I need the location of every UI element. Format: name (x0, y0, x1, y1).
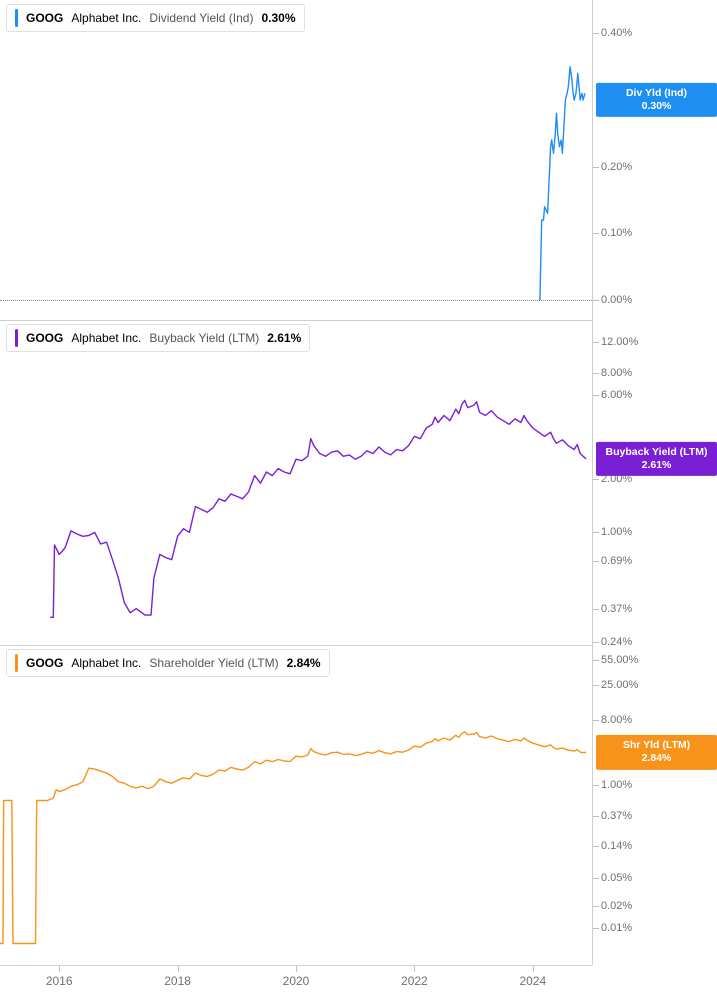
legend-color-tick (15, 654, 18, 672)
y-tick-label: 0.02% (601, 900, 632, 912)
y-tick-label: 6.00% (601, 389, 632, 401)
y-tick-label: 0.37% (601, 810, 632, 822)
y-tick-label: 0.37% (601, 603, 632, 615)
legend-metric: Dividend Yield (Ind) (149, 11, 253, 25)
y-tick-label: 0.14% (601, 840, 632, 852)
y-tick-label: 8.00% (601, 367, 632, 379)
legend-ticker: GOOG (26, 11, 63, 25)
legend-metric: Shareholder Yield (LTM) (149, 656, 278, 670)
x-axis: 2016 2018 2020 2022 2024 (0, 965, 592, 997)
plot-area[interactable] (0, 0, 592, 320)
chart-panel-shareholder: 0.01% 0.02% 0.05% 0.14% 0.37% 1.00% 8.00% 25.00… (0, 645, 717, 965)
badge-value: 2.84% (604, 752, 709, 765)
x-tick-label: 2018 (164, 974, 191, 988)
value-badge: Shr Yld (LTM)2.84% (596, 735, 717, 769)
panel-divider (0, 645, 592, 646)
legend-color-tick (15, 9, 18, 27)
plot-area[interactable] (0, 320, 592, 645)
y-axis: 0.00% 0.10% 0.20% 0.40% 0.30% (592, 0, 717, 320)
legend-value: 2.84% (287, 656, 321, 670)
y-tick-label: 1.00% (601, 526, 632, 538)
badge-value: 2.61% (604, 459, 709, 472)
legend-ticker: GOOG (26, 656, 63, 670)
legend-box[interactable]: GOOG Alphabet Inc. Shareholder Yield (LTM)… (6, 649, 330, 677)
y-tick-label: 0.40% (601, 27, 632, 39)
y-axis: 0.01% 0.02% 0.05% 0.14% 0.37% 1.00% 8.00% 25.00… (592, 645, 717, 965)
xaxis-top-border (0, 965, 592, 966)
y-tick-label: 8.00% (601, 714, 632, 726)
legend-box[interactable]: GOOG Alphabet Inc. Buyback Yield (LTM) 2.61… (6, 324, 310, 352)
plot-area[interactable] (0, 645, 592, 965)
legend-color-tick (15, 329, 18, 347)
badge-title: Buyback Yield (LTM) (604, 446, 709, 459)
legend-company: Alphabet Inc. (71, 656, 141, 670)
y-tick-label: 25.00% (601, 679, 638, 691)
legend-company: Alphabet Inc. (71, 11, 141, 25)
legend-box[interactable]: GOOG Alphabet Inc. Dividend Yield (Ind) 0.3… (6, 4, 305, 32)
badge-title: Shr Yld (LTM) (604, 739, 709, 752)
y-tick-label: 1.00% (601, 779, 632, 791)
value-badge: Div Yld (Ind)0.30% (596, 83, 717, 117)
x-tick-label: 2022 (401, 974, 428, 988)
series-line (0, 0, 592, 320)
y-tick-label: 0.10% (601, 227, 632, 239)
legend-metric: Buyback Yield (LTM) (149, 331, 259, 345)
y-tick-label: 12.00% (601, 336, 638, 348)
series-line (0, 320, 592, 645)
chart-panel-buyback: 0.24%0.37%0.69%1.00%2.00%6.00%8.00%12.00… (0, 320, 717, 645)
legend-value: 2.61% (267, 331, 301, 345)
y-axis: 0.24%0.37%0.69%1.00%2.00%6.00%8.00%12.00… (592, 320, 717, 645)
series-line (0, 645, 592, 965)
chart-panel-dividend: 0.00%0.10%0.20%0.40%0.30%Div Yld (Ind)0.… (0, 0, 717, 320)
x-tick-label: 2020 (283, 974, 310, 988)
x-tick-label: 2016 (46, 974, 73, 988)
y-tick-label: 0.05% (601, 872, 632, 884)
value-badge: Buyback Yield (LTM)2.61% (596, 442, 717, 476)
legend-ticker: GOOG (26, 331, 63, 345)
legend-company: Alphabet Inc. (71, 331, 141, 345)
y-tick-label: 0.20% (601, 161, 632, 173)
badge-value: 0.30% (604, 100, 709, 113)
y-tick-label: 55.00% (601, 654, 638, 666)
legend-value: 0.30% (261, 11, 295, 25)
panel-divider (0, 320, 592, 321)
badge-title: Div Yld (Ind) (604, 87, 709, 100)
y-tick-label: 0.69% (601, 555, 632, 567)
x-tick-label: 2024 (519, 974, 546, 988)
y-tick-label: 0.00% (601, 294, 632, 306)
y-tick-label: 0.01% (601, 922, 632, 934)
